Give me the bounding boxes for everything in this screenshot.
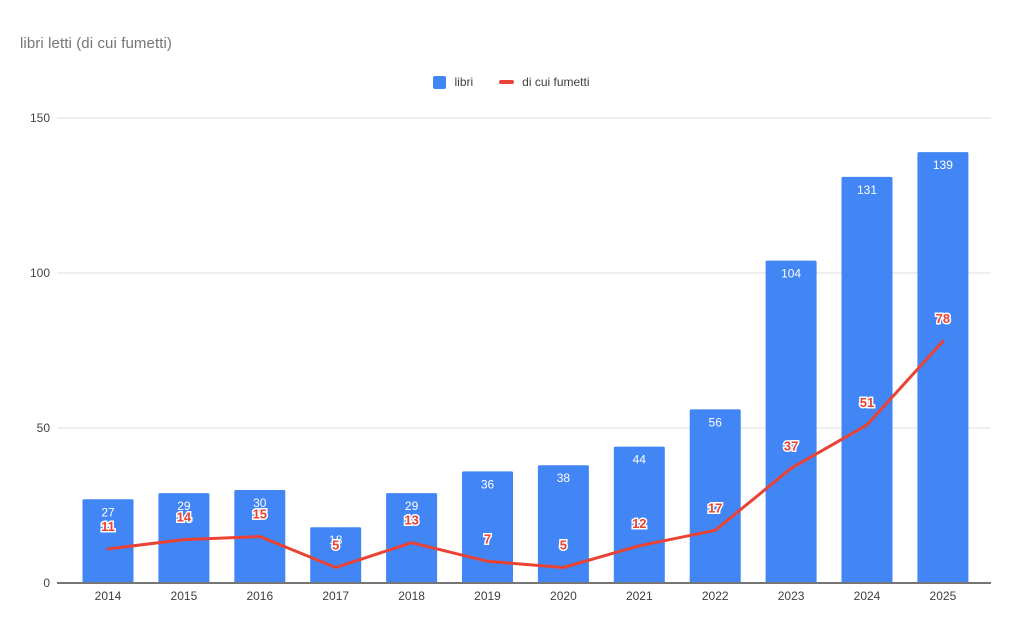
bar-value-label: 29 — [405, 499, 419, 513]
line-value-label: 15 — [253, 507, 267, 522]
line-value-label: 17 — [708, 500, 722, 515]
bar-value-label: 29 — [177, 499, 191, 513]
bar-2020 — [537, 465, 589, 583]
x-tick-label: 2018 — [398, 589, 425, 603]
line-value-label: 51 — [860, 395, 874, 410]
bar-2018 — [386, 493, 438, 583]
legend-label-libri: libri — [454, 75, 474, 89]
line-series-swatch-icon — [499, 80, 515, 84]
line-value-label: 12 — [632, 516, 646, 531]
bar-2022 — [689, 409, 741, 583]
line-value-label: 37 — [784, 438, 798, 453]
y-tick-label: 0 — [43, 576, 50, 590]
line-value-label: 5 — [560, 538, 567, 553]
bar-value-label: 139 — [933, 158, 953, 172]
line-value-label: 7 — [484, 531, 491, 546]
bar-series-swatch-icon — [433, 75, 447, 89]
line-value-label: 5 — [332, 538, 339, 553]
bar-value-label: 18 — [329, 533, 343, 547]
x-tick-label: 2014 — [95, 589, 122, 603]
legend-item-fumetti[interactable]: di cui fumetti — [499, 75, 590, 89]
bar-2025 — [917, 152, 969, 583]
bar-value-label: 27 — [101, 505, 115, 519]
chart-legend: libri di cui fumetti — [0, 75, 1023, 89]
bar-2021 — [613, 446, 665, 583]
x-tick-label: 2016 — [246, 589, 273, 603]
fumetti-line — [106, 339, 945, 569]
bar-value-label: 36 — [481, 477, 495, 491]
x-tick-label: 2015 — [171, 589, 198, 603]
bar-value-label: 30 — [253, 496, 267, 510]
bar-2017 — [310, 527, 362, 583]
bar-2024 — [841, 176, 893, 583]
line-value-label: 11 — [101, 519, 115, 534]
y-tick-label: 150 — [30, 111, 50, 125]
y-tick-label: 100 — [30, 266, 50, 280]
legend-label-fumetti: di cui fumetti — [522, 75, 590, 89]
bar-value-label: 56 — [709, 415, 723, 429]
line-value-label: 13 — [404, 513, 418, 528]
bar-value-label: 38 — [557, 471, 571, 485]
bar-value-label: 104 — [781, 267, 801, 281]
line-value-label: 78 — [936, 311, 950, 326]
line-value-label: 14 — [177, 510, 192, 525]
y-tick-label: 50 — [37, 421, 51, 435]
chart-title: libri letti (di cui fumetti) — [20, 35, 173, 52]
x-tick-label: 2022 — [702, 589, 729, 603]
bar-value-label: 131 — [857, 183, 877, 197]
x-tick-label: 2023 — [778, 589, 805, 603]
x-tick-label: 2025 — [930, 589, 957, 603]
bar-2014 — [82, 499, 134, 583]
x-tick-label: 2019 — [474, 589, 501, 603]
legend-item-libri[interactable]: libri — [433, 75, 473, 89]
x-tick-label: 2017 — [322, 589, 349, 603]
bar-value-label: 44 — [633, 453, 647, 467]
x-tick-label: 2020 — [550, 589, 577, 603]
x-tick-label: 2024 — [854, 589, 881, 603]
bar-2015 — [158, 493, 210, 583]
bar-2019 — [462, 471, 513, 583]
bar-2023 — [765, 260, 817, 583]
x-tick-label: 2021 — [626, 589, 653, 603]
